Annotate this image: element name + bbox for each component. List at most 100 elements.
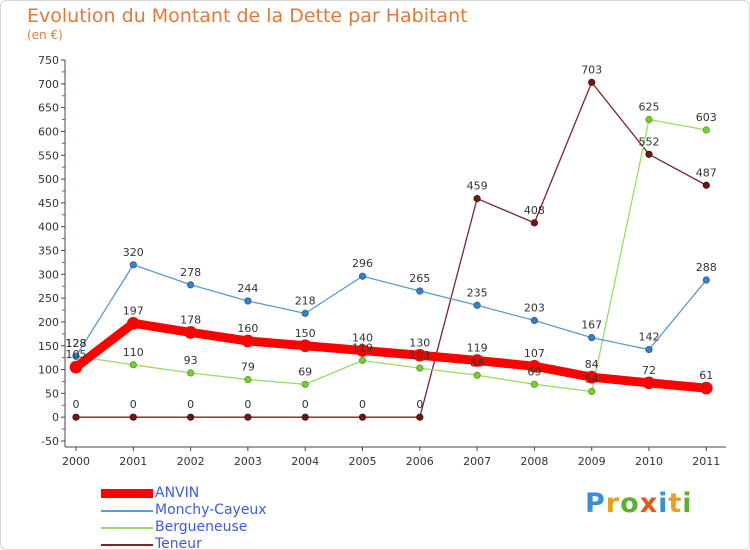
data-label-bergueneuse: 88 [470,356,484,369]
y-tick-label: -50 [41,435,59,448]
data-label-anvin: 61 [699,369,713,382]
data-point-monchy-cayeux [530,316,539,325]
data-label-bergueneuse: 103 [409,349,430,362]
x-tick-label: 2005 [349,455,377,468]
data-label-teneur: 0 [416,398,423,411]
legend-swatch-teneur [101,543,153,546]
data-label-anvin: 130 [409,336,430,349]
data-label-teneur: 0 [130,398,137,411]
data-point-teneur [645,150,653,158]
data-point-monchy-cayeux [301,309,309,317]
legend-swatch-bergueneuse [101,526,153,529]
data-label-bergueneuse: 110 [123,346,144,359]
data-label-bergueneuse: 603 [696,111,717,124]
data-label-bergueneuse: 93 [184,354,198,367]
data-point-anvin [241,334,255,348]
data-point-teneur [129,413,137,421]
data-point-anvin [585,370,599,384]
data-point-teneur [72,413,80,421]
y-tick-label: 250 [38,292,59,305]
data-label-teneur: 552 [639,135,660,148]
x-tick-label: 2011 [692,455,720,468]
data-point-bergueneuse [244,375,252,384]
legend-label-anvin: ANVIN [155,485,200,501]
series-line-teneur [76,81,707,418]
data-label-anvin: 72 [642,364,656,377]
y-tick-label: 500 [38,173,59,186]
data-point-bergueneuse [358,356,367,365]
data-point-anvin [699,381,713,395]
chart-title: Evolution du Montant de la Dette par Hab… [27,5,468,27]
data-point-monchy-cayeux [129,261,137,269]
data-point-teneur [588,78,596,86]
x-tick-label: 2004 [291,455,319,468]
y-tick-label: 150 [38,340,59,353]
data-point-monchy-cayeux [358,272,367,280]
data-point-monchy-cayeux [416,287,424,295]
data-label-teneur: 0 [73,398,80,411]
unit-label: (en €) [27,28,63,42]
data-point-bergueneuse [588,387,596,396]
proxiti-logo: Proxiti [585,488,693,519]
y-tick-label: 400 [38,221,59,234]
legend-swatch-monchy-cayeux [101,509,153,512]
data-point-bergueneuse [416,364,424,372]
legend: ANVIN Monchy-Cayeux Bergueneuse Teneur [101,485,267,550]
data-label-monchy-cayeux: 288 [696,261,717,274]
data-point-bergueneuse [129,361,137,369]
y-tick-label: 350 [38,245,59,258]
x-tick-label: 2000 [62,455,90,468]
data-point-anvin [356,344,369,357]
data-label-teneur: 408 [524,204,545,217]
data-point-anvin [528,359,541,373]
data-point-monchy-cayeux [645,345,653,354]
data-point-monchy-cayeux [244,297,252,305]
y-tick-label: 550 [38,149,59,162]
legend-label-monchy-cayeux: Monchy-Cayeux [155,502,267,518]
data-label-teneur: 703 [581,63,602,76]
x-tick-label: 2007 [463,455,491,468]
data-label-teneur: 0 [187,398,194,411]
y-tick-label: 50 [45,387,59,400]
data-point-anvin [642,376,656,390]
data-label-anvin: 107 [524,347,545,360]
legend-label-bergueneuse: Bergueneuse [155,519,248,535]
data-label-monchy-cayeux: 235 [467,286,488,299]
data-label-teneur: 0 [302,398,309,411]
data-label-bergueneuse: 625 [639,101,660,114]
data-point-bergueneuse [301,380,309,388]
data-label-teneur: 487 [696,166,717,179]
data-label-anvin: 160 [237,322,258,335]
data-label-bergueneuse: 69 [527,365,541,378]
y-tick-label: 700 [38,78,59,91]
x-tick-label: 2009 [578,455,606,468]
x-tick-label: 2010 [635,455,663,468]
data-label-teneur: 0 [244,398,251,411]
data-label-bergueneuse: 79 [241,361,255,374]
data-point-teneur [301,413,309,421]
data-point-bergueneuse [702,126,710,134]
series-line-bergueneuse [75,118,707,393]
data-point-teneur [473,194,481,203]
data-label-bergueneuse: 128 [66,337,87,350]
data-point-anvin [298,339,312,353]
legend-item-anvin: ANVIN [101,485,267,502]
y-tick-label: 450 [38,197,59,210]
data-label-anvin: 119 [467,342,488,355]
y-tick-label: 650 [38,102,59,115]
data-label-anvin: 84 [585,358,599,371]
data-point-teneur [187,413,195,421]
data-label-monchy-cayeux: 244 [237,282,258,295]
legend-label-teneur: Teneur [155,536,202,550]
data-point-anvin [413,348,427,362]
data-label-monchy-cayeux: 203 [524,302,545,315]
data-label-monchy-cayeux: 142 [639,331,660,344]
y-tick-label: 200 [38,316,59,329]
data-label-monchy-cayeux: 128 [66,337,87,350]
logo-letter: P [585,488,606,519]
logo-letter: t [668,488,683,519]
legend-swatch-anvin [101,489,153,498]
data-label-anvin: 178 [180,313,201,326]
x-tick-label: 2002 [177,455,205,468]
